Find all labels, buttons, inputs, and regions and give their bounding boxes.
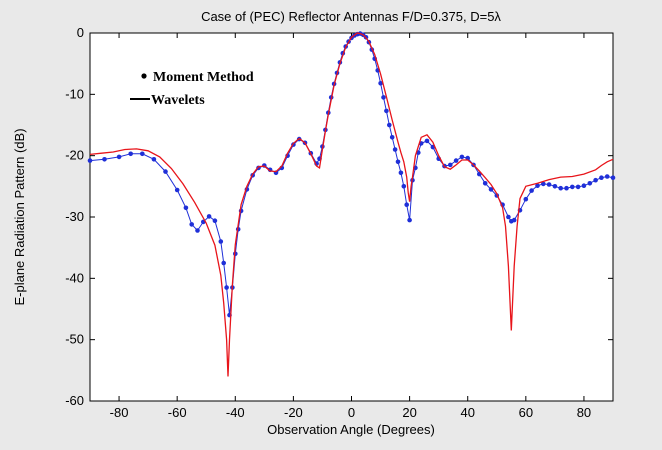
data-point-moment-method	[523, 196, 529, 202]
data-point-moment-method	[459, 154, 465, 160]
data-point-moment-method	[424, 138, 430, 144]
data-point-moment-method	[116, 154, 122, 160]
data-point-moment-method	[224, 285, 229, 290]
data-point-moment-method	[564, 185, 569, 191]
data-point-moment-method	[381, 95, 386, 100]
x-tick-label: 60	[519, 405, 533, 420]
data-point-moment-method	[128, 151, 133, 157]
data-point-moment-method	[183, 205, 189, 211]
axes: -80 -60 -40 -20 0 20 40 60 80 0 -10 -20 -30 -40 -50 -60	[65, 25, 613, 420]
x-tick-label: -20	[284, 405, 303, 420]
data-point-moment-method	[398, 170, 404, 176]
data-point-moment-method	[218, 239, 224, 244]
data-point-moment-method	[87, 158, 93, 163]
y-tick-label: -20	[65, 148, 84, 163]
x-tick-label: -60	[168, 405, 187, 420]
data-point-moment-method	[610, 175, 616, 180]
x-tick-label: 40	[460, 405, 474, 420]
data-point-moment-method	[389, 135, 395, 140]
x-tick-label: 80	[577, 405, 591, 420]
y-tick-label: -50	[65, 332, 84, 347]
chart-title: Case of (PEC) Reflector Antennas F/D=0.3…	[201, 9, 501, 24]
y-tick-label: 0	[77, 25, 84, 40]
data-point-moment-method	[387, 122, 392, 128]
data-point-moment-method	[546, 182, 552, 187]
data-point-moment-method	[151, 157, 157, 162]
data-point-moment-method	[581, 183, 587, 188]
data-point-moment-method	[395, 159, 401, 165]
data-point-moment-method	[174, 187, 180, 193]
legend-label-wavelets: Wavelets	[151, 93, 205, 108]
data-point-moment-method	[392, 147, 398, 152]
x-tick-label: -40	[226, 405, 245, 420]
plot-area	[89, 32, 614, 402]
data-point-moment-method	[102, 157, 107, 162]
data-point-moment-method	[570, 184, 575, 190]
data-point-moment-method	[593, 177, 598, 183]
data-point-moment-method	[189, 222, 194, 227]
data-point-moment-method	[599, 175, 604, 180]
data-point-moment-method	[529, 188, 534, 193]
data-point-moment-method	[535, 183, 540, 188]
data-point-moment-method	[163, 169, 168, 174]
data-point-moment-method	[206, 214, 212, 219]
data-point-moment-method	[482, 181, 488, 186]
legend: Moment Method Wavelets	[130, 70, 254, 108]
series-layer	[87, 31, 616, 377]
data-point-moment-method	[506, 214, 511, 220]
data-point-moment-method	[552, 184, 558, 189]
data-point-moment-method	[140, 151, 145, 157]
y-tick-label: -30	[65, 209, 84, 224]
x-tick-label: 0	[348, 405, 355, 420]
data-point-moment-method	[401, 184, 407, 189]
x-axis-label: Observation Angle (Degrees)	[267, 422, 435, 437]
x-tick-label: 20	[402, 405, 416, 420]
data-point-moment-method	[511, 217, 517, 223]
y-tick-label: -60	[65, 393, 84, 408]
data-point-moment-method	[465, 155, 471, 161]
x-tick-label: -80	[110, 405, 129, 420]
legend-marker-moment-method	[141, 73, 147, 79]
legend-label-moment-method: Moment Method	[153, 70, 254, 85]
data-point-moment-method	[488, 187, 494, 192]
y-tick-label: -10	[65, 86, 84, 101]
y-axis-label: E-plane Radiation Pattern (dB)	[12, 128, 27, 305]
data-point-moment-method	[407, 217, 412, 223]
y-tick-label: -40	[65, 270, 84, 285]
data-point-moment-method	[212, 218, 218, 223]
series-line-wavelets	[89, 32, 614, 377]
data-point-moment-method	[195, 228, 200, 233]
data-point-moment-method	[378, 81, 383, 86]
data-point-moment-method	[541, 181, 546, 187]
data-point-moment-method	[587, 181, 593, 186]
data-point-moment-method	[604, 174, 610, 179]
data-point-moment-method	[384, 108, 389, 114]
data-point-moment-method	[558, 185, 563, 191]
data-point-moment-method	[575, 184, 581, 190]
data-point-moment-method	[453, 158, 459, 163]
data-point-moment-method	[404, 202, 410, 207]
data-point-moment-method	[448, 162, 453, 168]
data-point-moment-method	[221, 260, 226, 266]
